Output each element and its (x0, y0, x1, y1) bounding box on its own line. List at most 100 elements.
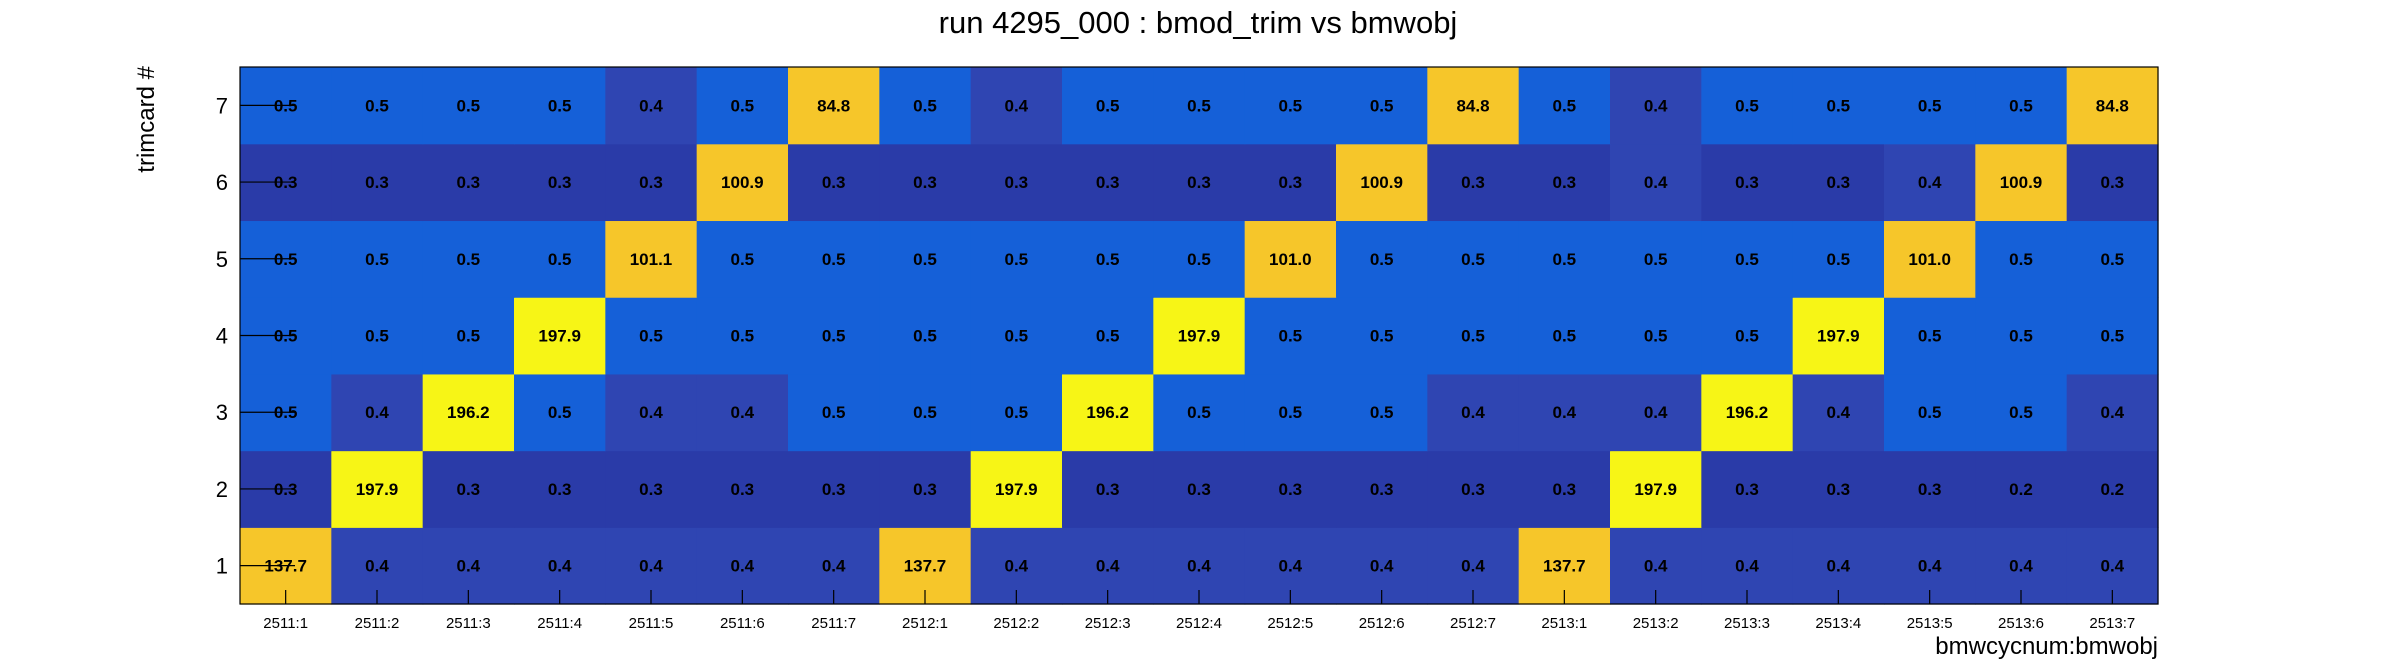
cell-value-label: 0.5 (457, 327, 481, 346)
cell-value-label: 0.5 (1096, 327, 1120, 346)
cell-value-label: 0.3 (1553, 480, 1577, 499)
heatmap-cell (788, 450, 880, 528)
heatmap-cell (1610, 373, 1702, 452)
heatmap-cell (1884, 67, 1976, 145)
cell-value-label: 0.3 (1461, 173, 1485, 192)
cell-value-label: 84.8 (1456, 96, 1489, 115)
heatmap-cell (2066, 450, 2159, 528)
cell-value-label: 0.4 (822, 557, 846, 576)
heatmap-cell (1701, 67, 1794, 145)
heatmap-cell (1792, 450, 1885, 528)
heatmap-cell (1884, 373, 1976, 452)
cell-value-label: 0.5 (913, 327, 937, 346)
cell-value-label: 0.5 (1644, 250, 1668, 269)
heatmap-cell (1427, 373, 1520, 452)
heatmap-cell (1153, 220, 1246, 298)
cell-value-label: 0.4 (1461, 403, 1485, 422)
heatmap-cell (422, 297, 515, 375)
cell-value-label: 197.9 (995, 480, 1038, 499)
y-axis-title: trimcard # (133, 65, 160, 172)
heatmap-cell (1153, 297, 1246, 375)
heatmap-cell (1153, 143, 1246, 222)
cell-value-label: 0.4 (731, 403, 755, 422)
heatmap-cell (1975, 67, 2068, 145)
x-tick-label: 2511:2 (355, 615, 400, 632)
x-tick-label: 2512:4 (1176, 615, 1222, 632)
heatmap-cell (788, 67, 880, 145)
cell-value-label: 197.9 (538, 327, 581, 346)
cell-value-label: 0.4 (1005, 557, 1029, 576)
cell-value-label: 0.2 (2101, 480, 2125, 499)
heatmap-cell (1336, 220, 1428, 298)
cell-value-label: 0.5 (548, 250, 572, 269)
cell-value-label: 0.4 (2009, 557, 2033, 576)
cell-value-label: 0.3 (913, 173, 937, 192)
heatmap-cell (1792, 143, 1885, 222)
cell-value-label: 100.9 (1360, 173, 1403, 192)
x-tick-label: 2511:1 (263, 615, 308, 632)
heatmap-cell (2066, 220, 2159, 298)
heatmap-cell (1975, 450, 2068, 528)
cell-value-label: 101.0 (1908, 250, 1951, 269)
cell-value-label: 0.3 (1553, 173, 1577, 192)
heatmap-cell (422, 450, 515, 528)
cell-value-label: 0.5 (2009, 250, 2033, 269)
cell-value-label: 0.5 (1005, 327, 1029, 346)
heatmap-cell (970, 297, 1063, 375)
cell-value-label: 197.9 (1178, 327, 1221, 346)
cell-value-label: 0.4 (1187, 557, 1211, 576)
heatmap-cell (1062, 67, 1154, 145)
heatmap-cell (1884, 297, 1976, 375)
heatmap-cell (696, 220, 789, 298)
heatmap-cell (970, 220, 1063, 298)
chart-title: run 4295_000 : bmod_trim vs bmwobj (939, 5, 1458, 40)
heatmap-cell (1062, 220, 1154, 298)
heatmap-cell (1244, 67, 1337, 145)
cell-value-label: 0.5 (457, 250, 481, 269)
cell-value-label: 0.4 (1644, 173, 1668, 192)
cell-value-label: 0.5 (1553, 327, 1577, 346)
cell-value-label: 0.4 (1827, 403, 1851, 422)
cell-value-label: 101.1 (630, 250, 673, 269)
cell-value-label: 0.3 (1005, 173, 1029, 192)
heatmap-cell (422, 67, 515, 145)
heatmap-cell (2066, 297, 2159, 375)
cell-value-label: 0.3 (913, 480, 937, 499)
cell-value-label: 0.3 (365, 173, 389, 192)
x-tick-label: 2511:5 (629, 615, 674, 632)
cell-value-label: 0.3 (548, 173, 572, 192)
x-tick-label: 2513:6 (1998, 615, 2044, 632)
y-tick-label: 7 (216, 93, 228, 118)
heatmap-cell (879, 297, 972, 375)
cell-value-label: 0.5 (1279, 403, 1303, 422)
heatmap-cell (1244, 373, 1337, 452)
heatmap-cell (696, 450, 789, 528)
heatmap-cell (514, 220, 606, 298)
heatmap-cell (2066, 67, 2159, 145)
cell-value-label: 0.5 (1827, 96, 1851, 115)
heatmap-cell (1701, 373, 1794, 452)
cell-value-label: 0.4 (1918, 557, 1942, 576)
cell-value-label: 0.5 (365, 250, 389, 269)
heatmap-cell (788, 297, 880, 375)
cell-value-label: 0.3 (457, 480, 481, 499)
cell-value-label: 0.4 (457, 557, 481, 576)
x-tick-label: 2511:7 (811, 615, 856, 632)
heatmap-cell (1701, 220, 1794, 298)
heatmap-cell (970, 67, 1063, 145)
cell-value-label: 0.5 (1735, 250, 1759, 269)
cell-value-label: 0.3 (1279, 173, 1303, 192)
cell-value-label: 101.0 (1269, 250, 1312, 269)
heatmap-cell (1884, 143, 1976, 222)
heatmap-cell (1975, 297, 2068, 375)
heatmap-cell (2066, 373, 2159, 452)
heatmap-cell (331, 220, 424, 298)
heatmap-cell (1610, 67, 1702, 145)
x-tick-label: 2512:1 (902, 615, 948, 632)
cell-value-label: 0.5 (1187, 403, 1211, 422)
cell-value-label: 0.4 (639, 557, 663, 576)
heatmap-cell (1153, 373, 1246, 452)
heatmap-cell (970, 450, 1063, 528)
cell-value-label: 0.3 (639, 173, 663, 192)
cell-value-label: 0.3 (1735, 480, 1759, 499)
